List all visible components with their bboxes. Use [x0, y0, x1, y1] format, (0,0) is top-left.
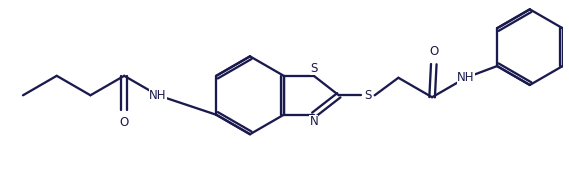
Text: S: S [310, 62, 318, 75]
Text: NH: NH [457, 71, 475, 84]
Text: N: N [310, 115, 318, 129]
Text: O: O [119, 116, 129, 129]
Text: NH: NH [149, 89, 167, 102]
Text: O: O [429, 45, 438, 58]
Text: S: S [364, 89, 372, 102]
